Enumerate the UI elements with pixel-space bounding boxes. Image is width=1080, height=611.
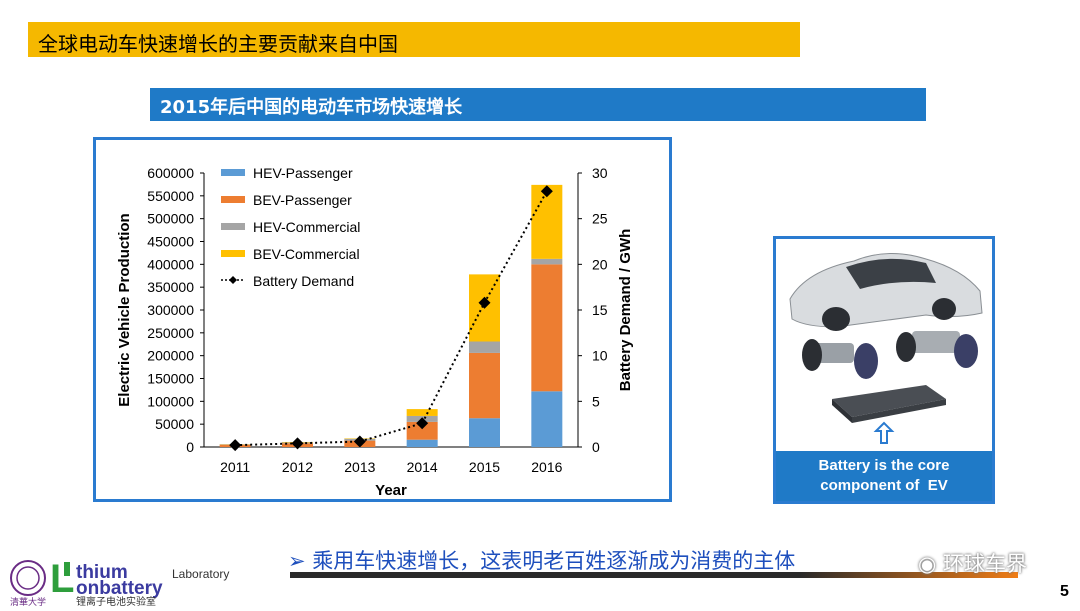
ev-production-chart: 0 50000 100000 150000 200000 250000 300000 3500…	[96, 140, 669, 499]
legend-label: Battery Demand	[253, 273, 354, 289]
university-name: 清華大学	[10, 596, 46, 606]
legend-swatch	[221, 250, 245, 257]
y-tick-label: 550000	[147, 188, 194, 204]
y-tick-label: 450000	[147, 234, 194, 250]
legend-label: HEV-Passenger	[253, 165, 353, 181]
y-tick-label: 250000	[147, 325, 194, 341]
y-tick-label: 350000	[147, 279, 194, 295]
logo-letter-l: L	[50, 557, 74, 601]
logo-word-onbattery: onbattery	[76, 578, 163, 599]
legend-line-marker	[229, 276, 237, 284]
bar-segment	[407, 440, 438, 447]
lithium-lab-logo: 清華大学 L thium Laboratory onbattery 锂离子电池实…	[6, 556, 256, 606]
x-tick-label: 2014	[407, 459, 438, 475]
bar-segment	[531, 259, 562, 264]
y2-tick-label: 0	[592, 439, 600, 455]
logo-word-laboratory: Laboratory	[172, 567, 229, 581]
tsinghua-seal-icon	[11, 561, 45, 595]
y-tick-label: 500000	[147, 211, 194, 227]
bullet-marker-icon: ➢	[288, 549, 306, 573]
slide-title: 全球电动车快速增长的主要贡献来自中国	[38, 28, 398, 57]
watermark: ◉ 环球车界	[918, 548, 1027, 578]
bar-segment	[469, 418, 500, 447]
y2-tick-label: 15	[592, 302, 608, 318]
x-tick-label: 2015	[469, 459, 500, 475]
legend-swatch	[221, 169, 245, 176]
y-axis-title: Electric Vehicle Production	[116, 213, 133, 406]
bullet-text: 乘用车快速增长，这表明老百姓逐渐成为消费的主体	[312, 549, 795, 573]
y2-tick-label: 5	[592, 393, 600, 409]
title-banner: 全球电动车快速增长的主要贡献来自中国	[28, 22, 800, 57]
y-tick-label: 0	[186, 439, 194, 455]
battery-demand-point	[229, 439, 241, 451]
y2-axis-title: Battery Demand / GWh	[617, 229, 634, 392]
x-tick-label: 2016	[531, 459, 562, 475]
x-tick-label: 2013	[344, 459, 375, 475]
x-tick-label: 2011	[220, 459, 250, 475]
page-number: 5	[1060, 583, 1069, 601]
legend-swatch	[221, 196, 245, 203]
y2-tick-label: 20	[592, 256, 608, 272]
legend-label: BEV-Commercial	[253, 246, 360, 262]
y-tick-label: 200000	[147, 348, 194, 364]
ev-illustration-panel: Battery is the core component of EV	[773, 236, 995, 504]
legend-label: BEV-Passenger	[253, 192, 352, 208]
bar-segment	[531, 391, 562, 447]
y-tick-label: 50000	[155, 416, 194, 432]
battery-demand-point	[292, 437, 304, 449]
chart-frame: 0 50000 100000 150000 200000 250000 300000 3500…	[93, 137, 672, 502]
bar-segment	[469, 342, 500, 353]
x-axis-title: Year	[375, 482, 407, 499]
legend-swatch	[221, 223, 245, 230]
bullet-point: ➢ 乘用车快速增长，这表明老百姓逐渐成为消费的主体	[288, 545, 795, 575]
y-tick-label: 400000	[147, 256, 194, 272]
subtitle-banner: 2015年后中国的电动车市场快速增长	[150, 88, 926, 121]
wechat-icon: ◉	[918, 552, 936, 576]
legend-label: HEV-Commercial	[253, 219, 360, 235]
slide-subtitle: 2015年后中国的电动车市场快速增长	[160, 93, 462, 119]
bar-segment	[407, 409, 438, 416]
y2-tick-label: 25	[592, 211, 608, 227]
x-tick-label: 2012	[282, 459, 313, 475]
logo-chinese-name: 锂离子电池实验室	[76, 595, 156, 606]
watermark-text: 环球车界	[943, 552, 1027, 576]
y-tick-label: 300000	[147, 302, 194, 318]
bar-segment	[469, 353, 500, 418]
ev-caption: Battery is the core component of EV	[776, 451, 992, 501]
y2-tick-label: 10	[592, 348, 608, 364]
ev-caption-line2: component of EV	[776, 476, 992, 496]
y-tick-label: 600000	[147, 165, 194, 181]
bar-segment	[531, 264, 562, 391]
up-arrow-icon	[876, 423, 892, 443]
bullet-underline	[290, 572, 1018, 578]
y-tick-label: 150000	[147, 371, 194, 387]
ev-exploded-view-image	[776, 239, 992, 451]
y-tick-label: 100000	[147, 393, 194, 409]
ev-caption-line1: Battery is the core	[776, 456, 992, 476]
y2-tick-label: 30	[592, 165, 608, 181]
